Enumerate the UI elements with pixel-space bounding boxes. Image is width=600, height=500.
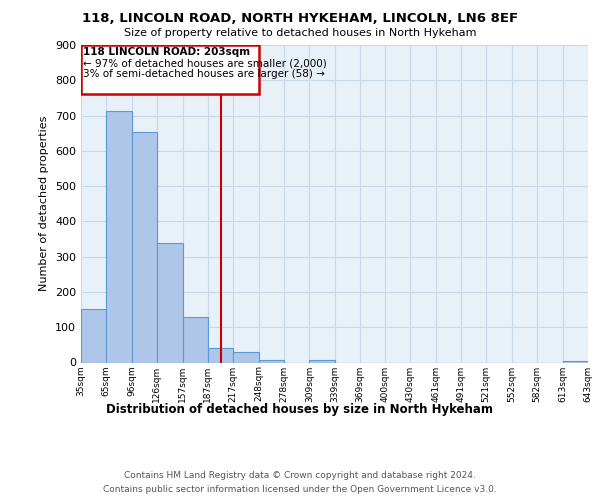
Text: ← 97% of detached houses are smaller (2,000): ← 97% of detached houses are smaller (2,… bbox=[83, 58, 326, 68]
Text: Size of property relative to detached houses in North Hykeham: Size of property relative to detached ho… bbox=[124, 28, 476, 38]
Bar bbox=[106, 110, 132, 362]
Bar bbox=[157, 243, 183, 362]
Bar bbox=[259, 360, 284, 362]
Bar bbox=[208, 348, 233, 362]
Text: 3% of semi-detached houses are larger (58) →: 3% of semi-detached houses are larger (5… bbox=[83, 68, 325, 78]
Text: Distribution of detached houses by size in North Hykeham: Distribution of detached houses by size … bbox=[107, 402, 493, 415]
Bar bbox=[81, 309, 106, 362]
Y-axis label: Number of detached properties: Number of detached properties bbox=[40, 116, 49, 292]
Text: 118, LINCOLN ROAD, NORTH HYKEHAM, LINCOLN, LN6 8EF: 118, LINCOLN ROAD, NORTH HYKEHAM, LINCOL… bbox=[82, 12, 518, 26]
Text: Contains HM Land Registry data © Crown copyright and database right 2024.: Contains HM Land Registry data © Crown c… bbox=[124, 471, 476, 480]
Bar bbox=[310, 360, 335, 362]
Bar bbox=[183, 316, 208, 362]
Bar bbox=[563, 360, 588, 362]
Text: 118 LINCOLN ROAD: 203sqm: 118 LINCOLN ROAD: 203sqm bbox=[83, 48, 250, 58]
Text: Contains public sector information licensed under the Open Government Licence v3: Contains public sector information licen… bbox=[103, 485, 497, 494]
Bar bbox=[233, 352, 259, 362]
FancyBboxPatch shape bbox=[81, 45, 259, 94]
Bar bbox=[132, 132, 157, 362]
